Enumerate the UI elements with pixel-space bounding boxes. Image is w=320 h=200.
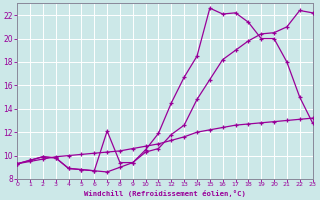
X-axis label: Windchill (Refroidissement éolien,°C): Windchill (Refroidissement éolien,°C) xyxy=(84,190,246,197)
